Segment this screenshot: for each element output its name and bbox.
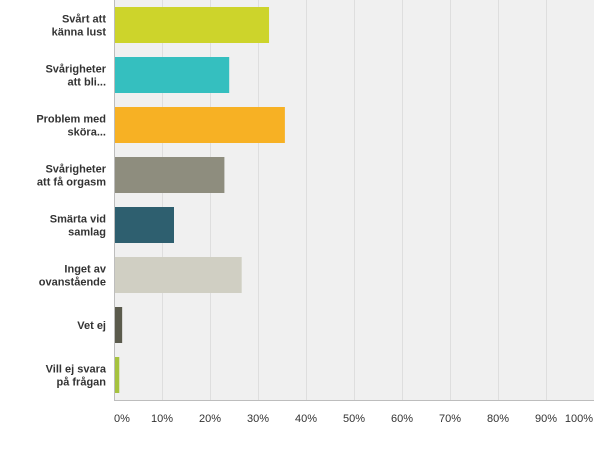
- bars: [115, 7, 285, 393]
- x-tick-label: 50%: [343, 413, 365, 425]
- bar: [115, 357, 120, 393]
- category-label: Smärta vid samlag: [50, 214, 106, 239]
- category-label: Svårigheter att bli...: [45, 64, 106, 89]
- bar: [115, 157, 225, 193]
- x-tick-label: 40%: [295, 413, 317, 425]
- bar: [115, 307, 123, 343]
- x-tick-label: 10%: [151, 413, 173, 425]
- category-label: Vill ej svara på frågan: [46, 364, 107, 389]
- x-tick-label: 70%: [439, 413, 461, 425]
- category-label: Svårigheter att få orgasm: [37, 164, 107, 189]
- x-tick-label: 0%: [114, 413, 130, 425]
- x-tick-label: 20%: [199, 413, 221, 425]
- category-label: Inget av ovanstående: [39, 264, 107, 289]
- x-tick-label: 80%: [487, 413, 509, 425]
- bar: [115, 207, 174, 243]
- x-tick-label: 60%: [391, 413, 413, 425]
- category-label: Problem med sköra...: [36, 114, 106, 139]
- category-label: Vet ej: [77, 320, 106, 332]
- category-labels: Svårt att känna lust Svårigheter att bli...…: [36, 14, 107, 389]
- category-label: Svårt att känna lust: [52, 14, 107, 39]
- x-tick-label: 90%: [535, 413, 557, 425]
- x-tick-label: 100%: [565, 413, 593, 425]
- x-tick-labels: 0% 10% 20% 30% 40% 50% 60% 70% 80% 90% 100%: [114, 413, 593, 425]
- bar: [115, 107, 285, 143]
- bar: [115, 7, 270, 43]
- bar: [115, 57, 230, 93]
- bar: [115, 257, 242, 293]
- x-tick-label: 30%: [247, 413, 269, 425]
